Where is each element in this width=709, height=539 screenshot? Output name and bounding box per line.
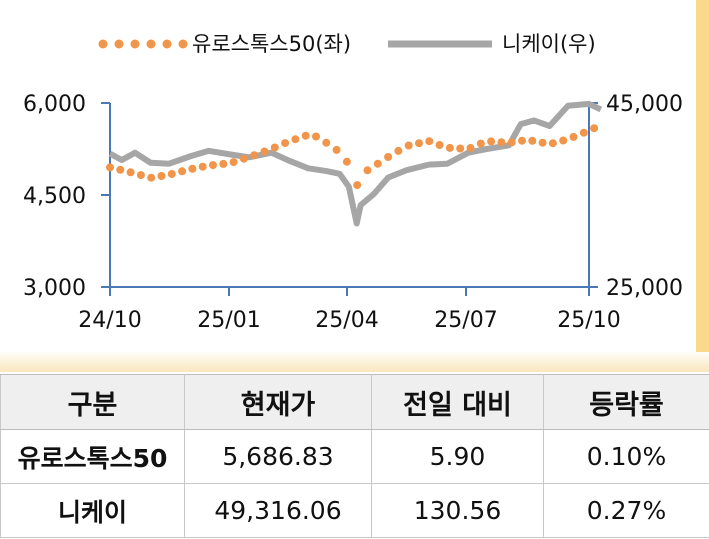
table-header-cell: 전일 대비 (371, 374, 544, 430)
right-tick-label: 45,000 (606, 92, 683, 117)
series-point-eurostoxx (188, 164, 197, 173)
legend-nikkei-label: 니케이(우) (502, 32, 596, 56)
series-point-eurostoxx (569, 132, 578, 141)
series-point-eurostoxx (178, 167, 187, 176)
table-cell-change: 5.90 (371, 429, 544, 484)
table-header-cell: 등락률 (543, 374, 709, 430)
table-cell-name: 유로스톡스50 (0, 429, 185, 484)
series-line-nikkei (108, 100, 603, 227)
series-point-eurostoxx (528, 136, 537, 145)
x-tick-label: 25/07 (434, 308, 497, 333)
right-tick-label: 25,000 (606, 276, 683, 301)
tick-marks (101, 102, 598, 296)
series-point-eurostoxx (136, 171, 145, 180)
series-point-eurostoxx (332, 145, 341, 154)
series-point-eurostoxx (394, 146, 403, 155)
series-point-eurostoxx (404, 141, 413, 150)
table-header-cell: 구분 (0, 374, 185, 430)
series-point-eurostoxx (425, 137, 434, 146)
series-point-eurostoxx (456, 144, 465, 153)
series-point-eurostoxx (342, 157, 351, 166)
table-cell-change: 130.56 (371, 483, 544, 538)
series-point-eurostoxx (167, 170, 176, 178)
series-point-eurostoxx (116, 165, 125, 174)
series-point-eurostoxx (559, 136, 568, 145)
series-point-eurostoxx (507, 138, 516, 147)
series-point-eurostoxx (590, 124, 599, 133)
series-point-eurostoxx (384, 153, 393, 161)
series-point-eurostoxx (445, 143, 454, 152)
legend-dot (146, 39, 156, 49)
x-tick-label: 25/10 (557, 308, 620, 333)
table-cell-name: 니케이 (0, 483, 185, 538)
legend-dot (162, 39, 172, 49)
series-point-eurostoxx (518, 136, 526, 145)
series-point-eurostoxx (198, 162, 207, 171)
series-point-eurostoxx (579, 128, 588, 137)
series-point-eurostoxx (147, 173, 156, 182)
series-point-eurostoxx (209, 161, 217, 170)
series-point-eurostoxx (281, 139, 290, 148)
series-point-eurostoxx (291, 135, 300, 144)
series-point-eurostoxx (312, 132, 320, 141)
legend: 유로스톡스50(좌) 니케이(우) (98, 32, 596, 56)
table-row: 유로스톡스50 5,686.83 5.90 0.10% (0, 429, 709, 484)
series-point-eurostoxx (229, 158, 238, 167)
series-point-eurostoxx (548, 139, 557, 148)
series-point-eurostoxx (373, 159, 382, 168)
x-tick-label: 25/01 (197, 308, 260, 333)
legend-dot (178, 39, 188, 49)
series-point-eurostoxx (415, 139, 423, 148)
panel-frame (696, 0, 709, 372)
series-point-eurostoxx (157, 172, 166, 180)
legend-eurostoxx-marker (98, 39, 188, 49)
series-point-eurostoxx (250, 151, 259, 160)
table-cell-price: 49,316.06 (184, 483, 372, 538)
left-tick-label: 6,000 (23, 92, 86, 117)
left-tick-label: 3,000 (23, 276, 86, 301)
series-point-eurostoxx (497, 138, 506, 147)
series-point-eurostoxx (353, 181, 362, 190)
table-header-row: 구분 현재가 전일 대비 등락률 (0, 374, 709, 430)
series-point-eurostoxx (301, 131, 310, 140)
series-point-eurostoxx (270, 143, 279, 152)
series-point-eurostoxx (476, 139, 485, 148)
x-tick-label: 25/04 (315, 308, 378, 333)
series-point-eurostoxx (126, 168, 135, 177)
series-point-eurostoxx (538, 138, 547, 147)
series-point-eurostoxx (239, 154, 248, 163)
series-point-eurostoxx (363, 166, 372, 175)
x-tick-label: 24/10 (78, 308, 141, 333)
index-table: 구분 현재가 전일 대비 등락률 유로스톡스50 5,686.83 5.90 0… (0, 374, 709, 538)
chart-panel: 유로스톡스50(좌) 니케이(우) 6,000 4,500 3,000 45,0… (0, 0, 709, 372)
index-chart: 유로스톡스50(좌) 니케이(우) 6,000 4,500 3,000 45,0… (23, 32, 683, 333)
legend-dot (114, 39, 124, 49)
series-point-eurostoxx (322, 138, 331, 147)
legend-dot (98, 39, 108, 49)
series-point-eurostoxx (487, 137, 496, 146)
series-point-eurostoxx (219, 159, 228, 168)
table-header-cell: 현재가 (184, 374, 372, 430)
table-cell-rate: 0.10% (543, 429, 709, 484)
series-point-eurostoxx (435, 141, 444, 149)
series-point-eurostoxx (466, 144, 475, 152)
table-row: 니케이 49,316.06 130.56 0.27% (0, 483, 709, 538)
series-eurostoxx (106, 124, 599, 190)
left-tick-label: 4,500 (23, 184, 86, 209)
series-point-eurostoxx (260, 147, 269, 156)
table-cell-rate: 0.27% (543, 483, 709, 538)
series-point-eurostoxx (106, 163, 114, 172)
table-cell-price: 5,686.83 (184, 429, 372, 484)
legend-dot (130, 39, 140, 49)
legend-eurostoxx-label: 유로스톡스50(좌) (192, 32, 351, 56)
